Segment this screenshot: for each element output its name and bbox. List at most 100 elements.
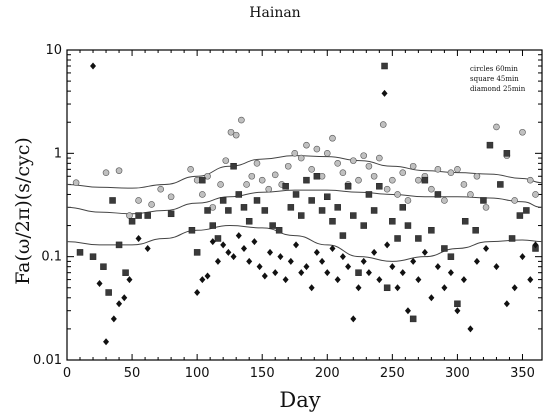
diamond-point xyxy=(204,272,211,280)
circle-point xyxy=(271,171,279,179)
diamond-point xyxy=(493,263,500,271)
square-point xyxy=(144,212,151,219)
circle-point xyxy=(394,191,401,198)
circle-point xyxy=(217,181,224,188)
diamond-point xyxy=(415,276,422,284)
diamond-point xyxy=(144,244,151,252)
square-point xyxy=(394,235,401,242)
data-points xyxy=(72,62,539,346)
circle-point xyxy=(334,160,341,167)
diamond-point xyxy=(135,234,142,242)
square-point xyxy=(109,197,116,204)
circle-point xyxy=(526,176,534,184)
circle-point xyxy=(227,128,235,136)
circle-point xyxy=(102,169,110,176)
square-point xyxy=(128,218,136,225)
square-point xyxy=(303,176,310,184)
circle-point xyxy=(415,176,422,184)
square-point xyxy=(415,235,422,242)
circle-point xyxy=(313,145,321,153)
diamond-point xyxy=(360,257,367,265)
x-tick-label: 200 xyxy=(315,366,340,381)
square-point xyxy=(245,218,253,225)
diamond-point xyxy=(261,272,268,280)
square-point xyxy=(508,235,516,242)
circle-point xyxy=(308,166,315,173)
square-point xyxy=(230,162,237,170)
square-point xyxy=(204,207,211,214)
circle-point xyxy=(511,197,518,204)
envelope-line xyxy=(66,189,543,215)
legend-entry-square: square 45min xyxy=(470,75,519,83)
diamond-point xyxy=(199,276,206,284)
circle-point xyxy=(303,141,310,149)
legend-entry-circles: circles 60min xyxy=(470,65,518,73)
square-point xyxy=(122,269,129,276)
square-point xyxy=(287,204,295,211)
diamond-point xyxy=(473,257,480,265)
circle-point xyxy=(404,197,412,204)
square-point xyxy=(350,212,357,219)
circle-point xyxy=(454,166,461,173)
circle-point xyxy=(148,201,155,208)
diamond-point xyxy=(434,263,441,271)
circle-point xyxy=(297,154,305,162)
circle-point xyxy=(265,185,273,193)
circle-point xyxy=(428,185,435,193)
diamond-point xyxy=(532,241,539,249)
y-tick-label: 0.01 xyxy=(33,353,62,368)
square-point xyxy=(409,315,417,323)
square-point xyxy=(421,176,429,184)
circle-point xyxy=(399,169,407,176)
diamond-point xyxy=(355,284,362,292)
square-point xyxy=(76,249,84,256)
square-point xyxy=(219,197,227,204)
diamond-point xyxy=(96,279,103,287)
legend-entry-diamond: diamond 25min xyxy=(470,85,526,93)
square-point xyxy=(275,227,283,234)
diamond-point xyxy=(421,248,428,256)
square-point xyxy=(360,222,367,229)
square-point xyxy=(355,269,362,276)
square-point xyxy=(428,227,435,234)
diamond-point xyxy=(194,289,201,297)
circle-point xyxy=(187,166,194,173)
square-point xyxy=(523,207,530,214)
diamond-point xyxy=(293,241,300,249)
diamond-point xyxy=(350,315,357,323)
diamond-point xyxy=(298,269,305,277)
square-point xyxy=(447,253,455,260)
diamond-point xyxy=(503,300,510,308)
circle-point xyxy=(243,181,250,188)
circle-point xyxy=(460,181,468,188)
diamond-point xyxy=(121,294,128,302)
legend: circles 60min square 45min diamond 25min xyxy=(470,64,538,94)
square-point xyxy=(329,218,336,225)
plot-frame xyxy=(66,49,543,361)
diamond-point xyxy=(384,241,391,249)
square-point xyxy=(89,253,97,260)
diamond-point xyxy=(447,269,454,277)
diamond-point xyxy=(272,269,279,277)
square-point xyxy=(324,193,331,201)
diamond-point xyxy=(246,257,253,265)
diamond-point xyxy=(339,253,346,261)
square-point xyxy=(404,222,412,229)
diamond-point xyxy=(410,257,417,265)
square-point xyxy=(381,62,388,70)
diamond-point xyxy=(329,244,336,252)
circle-point xyxy=(238,116,245,124)
square-point xyxy=(308,197,315,204)
square-point xyxy=(486,141,494,149)
circle-point xyxy=(329,134,336,142)
diamond-point xyxy=(90,62,97,70)
square-point xyxy=(225,207,232,214)
circle-point xyxy=(409,162,417,170)
diamond-point xyxy=(376,276,383,284)
circle-point xyxy=(339,169,347,176)
square-point xyxy=(344,183,352,190)
square-point xyxy=(399,204,407,211)
circle-point xyxy=(135,197,142,204)
square-point xyxy=(297,212,305,219)
circle-point xyxy=(222,157,230,164)
